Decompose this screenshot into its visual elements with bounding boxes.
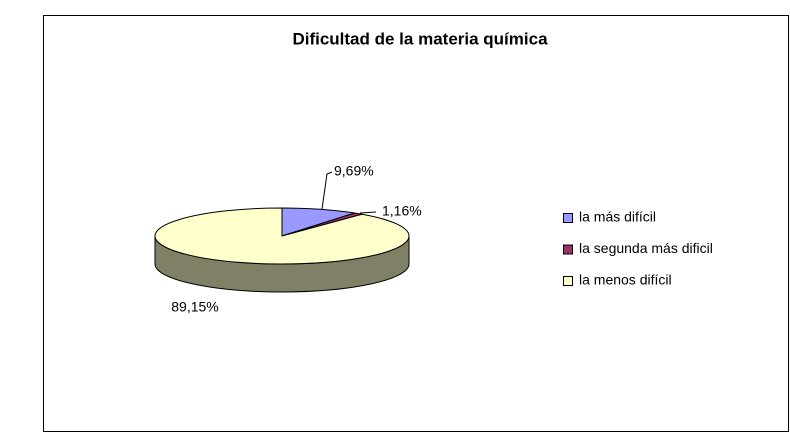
legend-swatch: [563, 213, 573, 223]
leader-line: [359, 211, 377, 214]
chart-title: Dificultad de la materia química: [292, 29, 548, 48]
legend-label: la segunda más dificil: [579, 240, 713, 256]
data-label: 1,16%: [382, 203, 422, 219]
chart-frame: [43, 15, 789, 432]
legend-swatch: [563, 244, 573, 255]
data-label: 9,69%: [334, 163, 374, 179]
legend-swatch: [563, 276, 573, 286]
leader-line: [321, 171, 333, 210]
legend-label: la menos difícil: [579, 272, 672, 288]
legend-label: la más difícil: [579, 209, 656, 225]
pie-slice: [154, 207, 410, 265]
pie-slice: [281, 207, 355, 237]
data-label: 89,15%: [171, 299, 218, 315]
